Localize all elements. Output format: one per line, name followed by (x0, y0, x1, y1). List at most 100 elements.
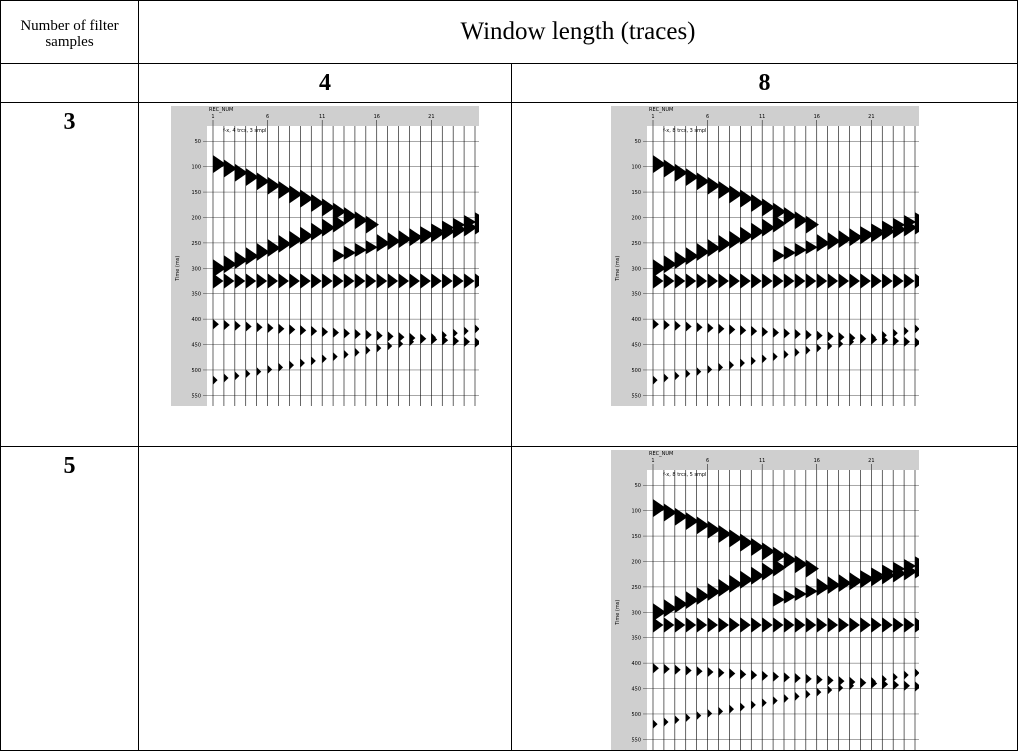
wavelet-mark (750, 700, 756, 710)
panel-subtitle: f-x, 8 trcs, 5 smpl (663, 472, 706, 478)
wavelet-mark (354, 211, 369, 230)
wavelet-mark (718, 578, 732, 597)
cell-5-4-empty (138, 446, 512, 751)
wavelet-mark (409, 273, 420, 289)
wavelet-mark (453, 273, 464, 289)
wavelet-mark (333, 214, 347, 233)
wavelet-mark (914, 668, 919, 678)
wavelet-mark (387, 341, 393, 351)
y-tick-label: 300 (631, 610, 641, 616)
wavelet-mark (892, 561, 905, 576)
wavelet-mark (365, 240, 378, 255)
wavelet-mark (805, 584, 818, 599)
wavelet-mark (289, 230, 303, 249)
wavelet-mark (409, 337, 415, 347)
wavelet-mark (707, 582, 721, 601)
wavelet-mark (816, 617, 827, 633)
wavelet-mark (311, 222, 325, 241)
x-tick-label: 11 (758, 458, 764, 464)
x-tick-label: 21 (428, 114, 434, 120)
x-tick-label: 6 (705, 458, 708, 464)
wavelet-mark (420, 335, 426, 345)
x-axis-bar (646, 106, 919, 126)
wavelet-mark (838, 231, 851, 246)
wavelet-mark (728, 529, 743, 548)
wavelet-mark (892, 217, 905, 232)
wavelet-mark (663, 617, 674, 633)
wavelet-mark (739, 226, 753, 245)
wavelet-mark (311, 356, 316, 366)
wavelet-mark (453, 217, 466, 232)
wavelet-mark (783, 350, 789, 359)
wavelet-mark (783, 550, 797, 569)
wavelet-mark (685, 512, 699, 531)
wavelet-mark (223, 319, 230, 331)
wavelet-mark (344, 206, 358, 225)
wavelet-mark (213, 375, 218, 385)
wavelet-mark (245, 369, 251, 379)
wavelet-mark (805, 689, 810, 699)
y-axis-label: Time (ms) (615, 256, 621, 282)
wavelet-mark (816, 581, 829, 596)
wavelet-mark (245, 168, 259, 187)
wavelet-mark (728, 230, 743, 249)
wavelet-mark (300, 325, 307, 336)
wavelet-mark (696, 273, 707, 289)
wavelet-mark (772, 546, 786, 565)
wavelet-mark (892, 328, 898, 338)
wavelet-mark (914, 556, 919, 571)
wavelet-mark (772, 248, 785, 263)
wavelet-mark (794, 347, 800, 357)
wavelet-mark (278, 323, 285, 334)
wavelet-mark (739, 273, 751, 289)
wavelet-mark (783, 273, 794, 289)
wavelet-mark (663, 255, 677, 274)
wavelet-mark (696, 322, 703, 333)
wavelet-mark (849, 273, 860, 289)
wavelet-mark (256, 172, 270, 191)
wavelet-mark (903, 326, 909, 336)
row-3-samples: 3 REC_NUM1611162126Time (ms)501001502002… (0, 102, 1018, 447)
wavelet-mark (311, 194, 325, 213)
wavelet-mark (354, 243, 367, 258)
y-axis-label: Time (ms) (175, 256, 181, 282)
wavelet-mark (750, 356, 756, 366)
wavelet-mark (311, 273, 322, 289)
wavelet-mark (707, 520, 721, 539)
wavelet-mark (870, 617, 882, 633)
wavelet-mark (718, 181, 732, 200)
wavelet-mark (696, 243, 710, 262)
wavelet-mark (849, 337, 854, 347)
row-label-5: 5 (0, 446, 139, 751)
y-tick-label: 350 (631, 292, 641, 298)
wavelet-mark (707, 365, 712, 374)
x-tick-label: 11 (319, 114, 325, 120)
y-tick-label: 100 (631, 165, 641, 171)
panel-subtitle: f-x, 8 trcs, 3 smpl (663, 128, 706, 134)
rec-num-label: REC_NUM (649, 107, 673, 113)
wavelet-mark (245, 321, 252, 332)
wavelet-mark (267, 176, 281, 195)
wavelet-mark (892, 617, 904, 633)
wavelet-mark (849, 573, 862, 588)
wavelet-mark (761, 218, 775, 237)
wavelet-mark (420, 226, 433, 241)
wavelet-mark (365, 329, 372, 341)
wavelet-mark (827, 685, 832, 695)
wavelet-mark (728, 704, 734, 714)
wavelet-mark (827, 331, 834, 342)
row-label-3: 3 (0, 102, 139, 447)
wavelet-mark (903, 215, 916, 230)
wavelet-mark (685, 247, 699, 266)
wavelet-mark (663, 373, 669, 383)
wavelet-mark (805, 673, 812, 685)
y-tick-label: 550 (191, 393, 201, 399)
wavelet-mark (267, 238, 281, 257)
wavelet-mark (674, 507, 688, 526)
wavelet-mark (761, 617, 773, 633)
wavelet-mark (696, 666, 703, 677)
wavelet-mark (739, 669, 746, 680)
wavelet-mark (234, 320, 241, 331)
wavelet-mark (354, 273, 366, 289)
